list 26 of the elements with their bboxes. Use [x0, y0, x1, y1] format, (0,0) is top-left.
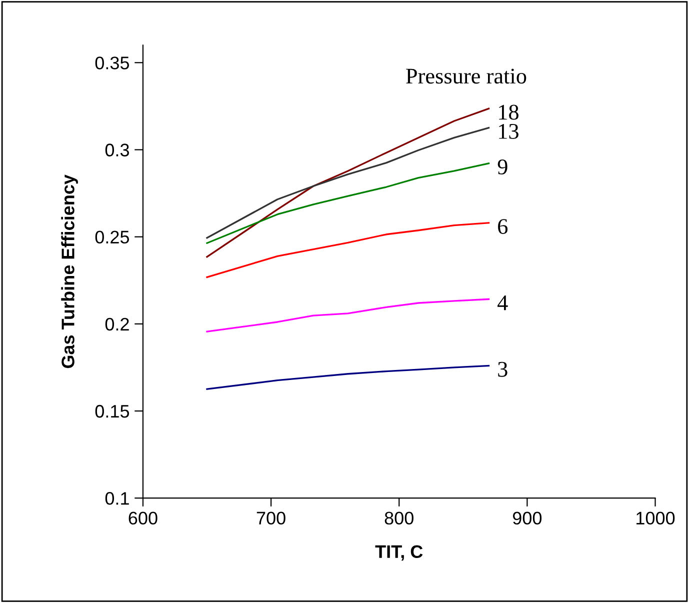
y-axis-title: Gas Turbine Efficiency: [61, 174, 78, 368]
series-label: 6: [498, 219, 508, 234]
x-tick-label: 1000: [636, 512, 675, 525]
legend-title: Pressure ratio: [406, 68, 526, 84]
y-tick-label: 0.3: [105, 144, 129, 156]
series-label: 13: [499, 124, 518, 139]
y-tick-label: 0.35: [95, 56, 130, 70]
line-series: [206, 222, 490, 278]
line-series: [206, 126, 490, 239]
line-series: [206, 162, 490, 244]
y-tick-label: 0.15: [95, 404, 130, 418]
line-series: [206, 298, 490, 332]
y-tick-label: 0.1: [105, 492, 129, 505]
x-tick-label: 600: [128, 512, 158, 525]
series-label: 3: [498, 362, 508, 377]
line-series: [206, 108, 490, 258]
y-tick-label: 0.25: [95, 230, 130, 244]
x-axis-title: TIT, C: [375, 545, 423, 561]
x-tick-label: 800: [384, 512, 414, 525]
series-label: 18: [499, 104, 518, 120]
series-label: 4: [498, 295, 508, 310]
x-tick-label: 700: [256, 512, 286, 525]
x-tick-label: 900: [512, 512, 542, 525]
series-label: 9: [498, 160, 508, 174]
y-tick-label: 0.2: [105, 318, 129, 331]
line-series: [206, 364, 490, 390]
